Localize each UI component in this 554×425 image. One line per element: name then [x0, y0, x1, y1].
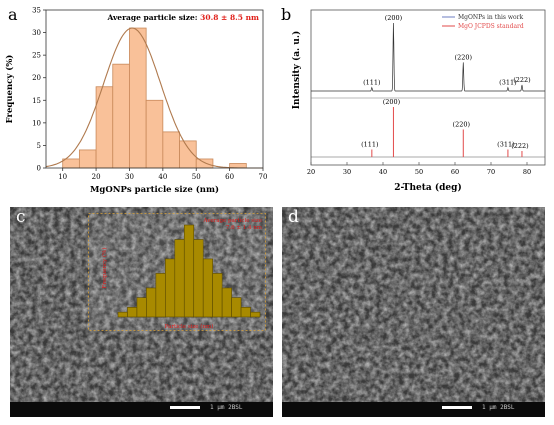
y-tick-label: 35: [32, 7, 41, 15]
legend-label: MgO JCPDS standard: [458, 23, 524, 30]
y-tick-label: 10: [32, 119, 41, 127]
xrd-measured-line: [311, 22, 545, 92]
histogram-bar: [145, 99, 164, 169]
inset-x-label: Particle size (nm): [165, 323, 214, 330]
y-tick-label: 25: [32, 52, 41, 60]
histogram-bar: [129, 27, 147, 169]
histogram-chart: a 10 20 30 40 50 60 70 0 5 10 15 20 25 30 35 MgONPs part…: [4, 5, 268, 195]
y-tick-label: 0: [37, 165, 41, 173]
measured-peak-label: (111): [363, 79, 381, 87]
sem-image-c: Average particle size 7.6 ± 1.4 nm Frequen…: [10, 207, 273, 417]
panel-label-b: b: [281, 5, 291, 24]
scale-bar: [170, 406, 200, 409]
sem-footer-bar: [10, 402, 273, 417]
measured-peak-label: (222): [513, 76, 531, 84]
sem-image-d: d 1 μm 2BSL: [282, 207, 545, 417]
inset-bar: [136, 297, 147, 318]
inset-annotation-title: Average particle size: [202, 218, 262, 224]
panel-label-a: a: [8, 5, 18, 24]
gaussian-fit-curve: [45, 27, 263, 169]
standard-peak-label: (311): [497, 141, 515, 149]
x-tick-label: 40: [158, 173, 167, 181]
x-tick-label: 20: [307, 168, 315, 176]
x-tick-label: 10: [58, 173, 67, 181]
y-axis-label: Frequency (%): [4, 55, 15, 124]
inset-bar: [250, 311, 261, 318]
xrd-chart: b MgONPs in this work MgO JCPDS standard (1…: [281, 5, 546, 193]
standard-peak-label: (222): [511, 142, 529, 150]
scale-bar: [442, 406, 472, 409]
x-axis-label: 2-Theta (deg): [394, 182, 461, 193]
panel-b: b MgONPs in this work MgO JCPDS standard (1…: [277, 0, 554, 205]
x-axis-label: MgONPs particle size (nm): [90, 184, 219, 195]
plot-frame: [310, 9, 546, 166]
x-tick-label: 50: [415, 168, 423, 176]
inset-bar: [231, 297, 242, 318]
sem-scale-text-c: 1 μm: [210, 404, 225, 411]
sem-footer-c-item: 2BSL: [228, 404, 243, 411]
histogram-bar: [195, 158, 214, 169]
x-tick-label: 70: [487, 168, 495, 176]
y-tick-label: 5: [37, 142, 41, 150]
x-tick-label: 20: [92, 173, 101, 181]
sem-scale-text-d: 1 μm: [482, 404, 497, 411]
inset-bar: [174, 239, 185, 318]
y-tick-label: 15: [32, 97, 41, 105]
panel-a: a 10 20 30 40 50 60 70 0 5 10 15 20 25 30 35 MgONPs part…: [0, 0, 277, 205]
histogram-bar: [78, 149, 97, 169]
x-tick-label: 60: [451, 168, 459, 176]
measured-peak-label: (311): [499, 79, 517, 87]
panel-label-d: d: [288, 207, 299, 227]
legend-label: MgONPs in this work: [458, 14, 524, 21]
sem-footer-d: 1 μm 2BSL: [482, 404, 515, 411]
plot-frame: [45, 9, 264, 169]
inset-y-label: Frequency (%): [101, 247, 108, 288]
x-tick-label: 30: [125, 173, 134, 181]
inset-bar: [183, 224, 195, 318]
measured-peak-label: (200): [385, 14, 403, 22]
histogram-bar: [62, 158, 80, 169]
inset-bar: [165, 258, 176, 318]
sem-footer-bar: [282, 402, 545, 417]
x-tick-label: 80: [523, 168, 531, 176]
x-tick-label: 30: [343, 168, 351, 176]
standard-peak-label: (220): [453, 121, 471, 129]
panel-label-c: c: [16, 207, 26, 227]
sem-footer-d-item: 2BSL: [500, 404, 515, 411]
inset-bar: [240, 307, 251, 318]
inset-bar: [221, 287, 232, 318]
inset-bar: [212, 273, 223, 318]
inset-bar: [117, 311, 128, 318]
inset-bar: [155, 273, 166, 318]
histogram-bar: [162, 131, 180, 169]
histogram-bar: [112, 63, 130, 169]
x-tick-label: 40: [379, 168, 387, 176]
standard-peak-label: (111): [361, 141, 379, 149]
inset-bar: [193, 239, 204, 318]
inset-annotation-value: 7.6 ± 1.4 nm: [226, 225, 263, 231]
average-size-annotation: Average particle size: 30.8 ± 8.5 nm: [106, 13, 259, 22]
standard-peak-label: (200): [383, 98, 401, 106]
y-tick-label: 20: [32, 74, 41, 82]
measured-peak-label: (220): [455, 53, 473, 61]
x-tick-label: 50: [192, 173, 201, 181]
x-tick-label: 70: [259, 173, 268, 181]
inset-bar: [146, 287, 157, 318]
y-axis-label: Intensity (a. u.): [291, 31, 302, 109]
inset-bar: [202, 258, 213, 318]
y-tick-label: 30: [32, 29, 41, 37]
inset-bar: [127, 307, 138, 318]
sem-footer-c: 1 μm 2BSL: [210, 404, 243, 411]
sem-texture-d: [282, 207, 545, 417]
x-tick-label: 60: [225, 173, 234, 181]
